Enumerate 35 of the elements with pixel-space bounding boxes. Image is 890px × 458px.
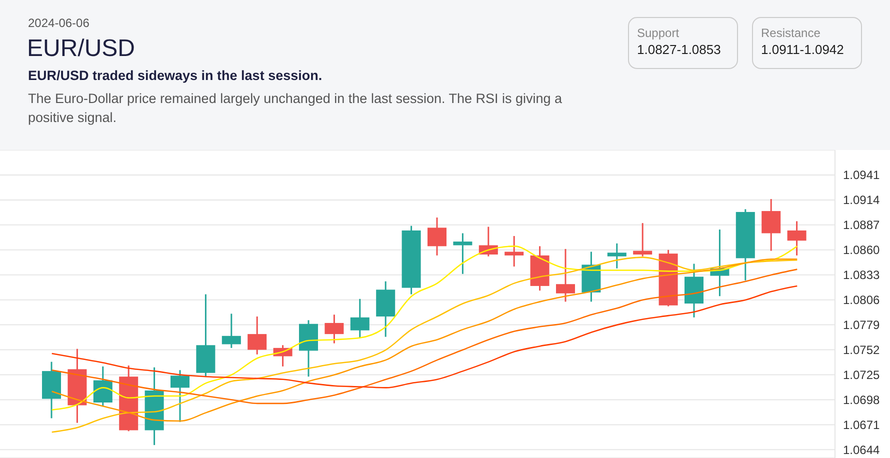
chart-title: EUR/USD [27, 35, 136, 63]
text: 1.0911-1.0942 [761, 42, 845, 57]
text: The Euro-Dollar price remained largely unchanged in the last session. The RSI is giving a positive signal. [28, 90, 564, 127]
text: Support [637, 26, 680, 40]
candlestick [428, 216, 446, 256]
line-series [51, 285, 798, 388]
y-tick-label: 1.0887 [843, 218, 880, 232]
y-tick-label: 1.0725 [843, 368, 880, 382]
candlestick [556, 248, 575, 302]
candlestick [93, 366, 112, 407]
y-tick-label: 1.0941 [843, 168, 880, 182]
y-tick-label: 1.0671 [843, 418, 880, 432]
candlestick [607, 242, 626, 270]
y-tick-label: 1.0698 [843, 392, 880, 407]
y-tick-label: 1.0806 [843, 293, 880, 308]
candlestick [633, 222, 652, 258]
text: Resistance [761, 26, 822, 40]
candlestick [350, 298, 370, 339]
candlestick [222, 312, 241, 349]
candlestick [453, 232, 472, 275]
candlestick [324, 314, 344, 344]
candlestick [762, 198, 781, 252]
candlestick [504, 235, 524, 268]
y-tick-label: 1.0833 [843, 268, 880, 282]
text: 1.0827-1.0853 [637, 42, 722, 57]
candlestick [248, 316, 267, 356]
y-tick-label: 1.0644 [843, 442, 880, 457]
candlestick [787, 220, 806, 256]
chart-subtitle: EUR/USD traded sideways in the last session. [28, 68, 322, 83]
candlestick [170, 369, 190, 423]
text: 2024-06-06 [28, 16, 90, 30]
y-tick-label: 1.0779 [843, 318, 880, 332]
y-tick-label: 1.0914 [843, 193, 880, 208]
y-tick-label: 1.0752 [843, 343, 880, 358]
y-tick-label: 1.0860 [843, 243, 880, 258]
